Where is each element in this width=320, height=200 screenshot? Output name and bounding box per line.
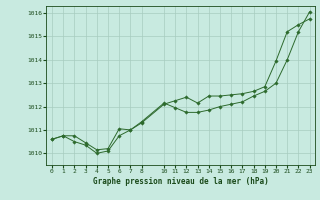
X-axis label: Graphe pression niveau de la mer (hPa): Graphe pression niveau de la mer (hPa)	[93, 177, 269, 186]
